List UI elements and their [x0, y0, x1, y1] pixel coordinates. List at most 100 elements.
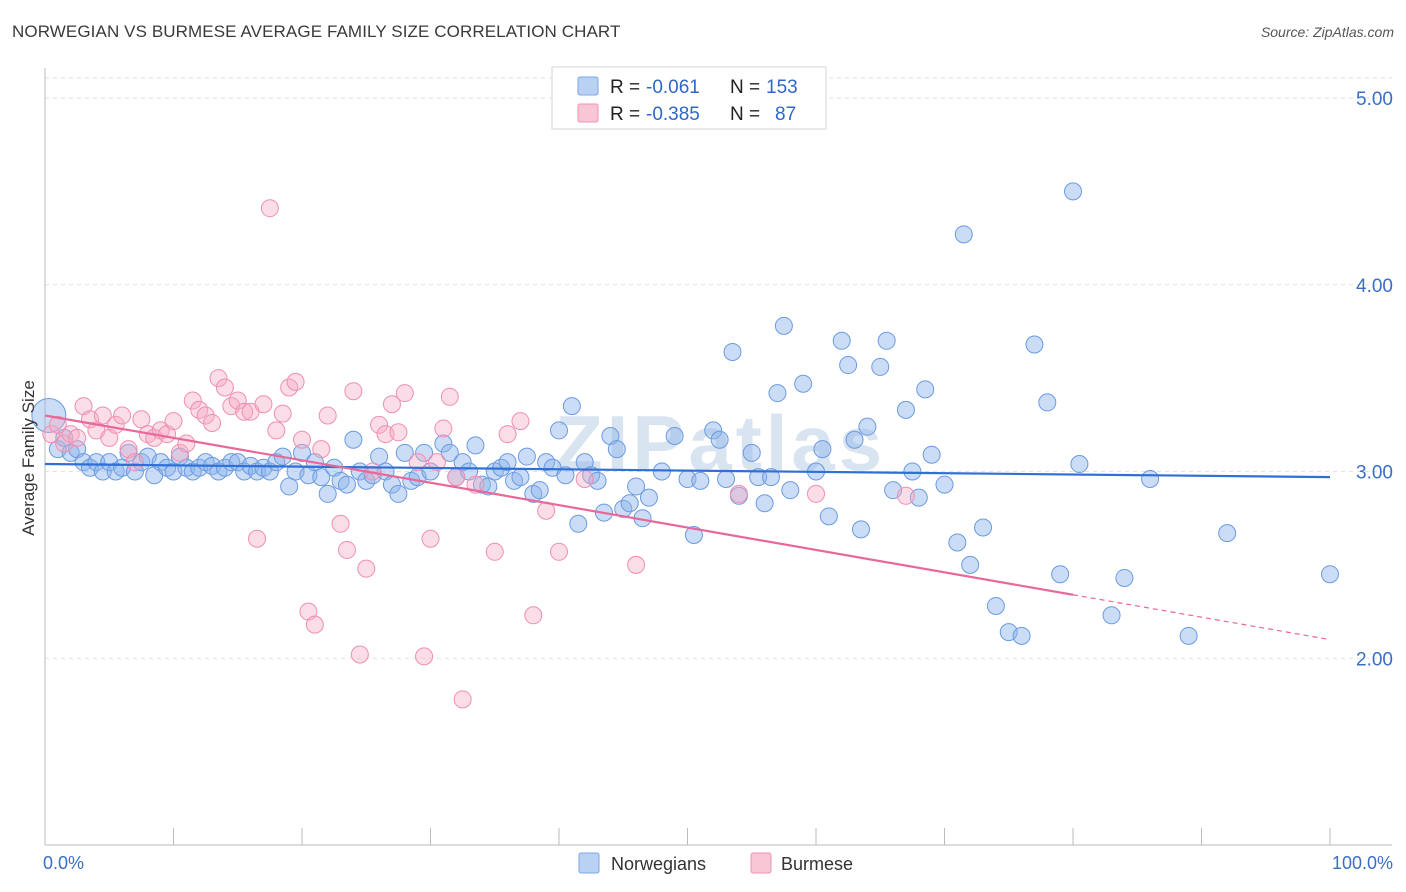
norwegian-point	[723, 342, 742, 361]
legend-n-value-2: 87	[775, 104, 796, 125]
burmese-point	[177, 434, 196, 453]
burmese-point	[627, 555, 646, 574]
norwegian-point	[774, 316, 793, 335]
x-tick-labels: 0.0% 100.0%	[43, 853, 1393, 873]
norwegian-point	[1070, 455, 1089, 474]
norwegian-point	[794, 374, 813, 393]
norwegian-point	[550, 421, 568, 440]
norwegian-point	[839, 356, 858, 375]
norwegian-point	[922, 445, 941, 464]
norwegian-point	[517, 447, 536, 466]
burmese-point	[267, 421, 286, 440]
norwegian-point	[607, 440, 626, 459]
bottom-legend-swatch-norwegians	[578, 852, 600, 874]
norwegian-point	[601, 427, 620, 446]
burmese-point	[119, 440, 138, 459]
norwegian-point	[986, 596, 1005, 615]
burmese-point	[498, 425, 517, 444]
burmese-point	[421, 529, 440, 548]
norwegian-point	[768, 384, 787, 403]
legend-n-value-1: 153	[766, 77, 798, 98]
norwegian-point	[742, 443, 761, 462]
norwegian-point	[370, 447, 389, 466]
norwegian-point	[1321, 565, 1339, 584]
legend-r-label-1: R =	[610, 77, 640, 98]
norwegian-point	[665, 427, 684, 446]
axes	[44, 68, 1392, 846]
norwegian-point	[877, 331, 896, 350]
bottom-legend-burmese: Burmese	[781, 854, 853, 874]
norwegian-point	[498, 453, 517, 472]
norwegian-point	[710, 430, 729, 449]
norwegian-point	[627, 477, 646, 496]
burmese-point	[370, 415, 389, 434]
norwegian-point	[389, 484, 408, 503]
burmese-point	[113, 406, 132, 425]
norwegian-point	[704, 421, 723, 440]
burmese-point	[215, 378, 234, 397]
burmese-point	[511, 412, 530, 431]
y-tick-labels: 2.00 3.00 4.00 5.00	[1356, 89, 1393, 670]
burmese-point	[125, 453, 144, 472]
norwegian-point	[974, 518, 993, 537]
norwegian-point	[312, 468, 331, 487]
burmese-point	[318, 406, 337, 425]
grid-lines	[45, 77, 1392, 659]
norwegian-trend-line	[44, 462, 1331, 479]
norwegian-point	[639, 488, 658, 507]
x-tick-label: 0.0%	[43, 853, 84, 873]
norwegian-point	[440, 443, 459, 462]
norwegian-point	[1025, 335, 1044, 354]
burmese-point	[550, 542, 568, 561]
burmese-point	[395, 384, 414, 403]
norwegian-point	[472, 475, 491, 494]
norwegian-point	[832, 331, 851, 350]
burmese-point	[286, 372, 305, 391]
y-tick-label: 4.00	[1356, 276, 1393, 297]
norwegian-point	[813, 440, 832, 459]
norwegian-point	[280, 477, 299, 496]
norwegian-point	[903, 462, 922, 481]
burmese-point	[93, 406, 112, 425]
burmese-point	[42, 425, 61, 444]
norwegian-point	[569, 514, 588, 533]
burmese-trend-line-dashed	[1072, 594, 1331, 641]
y-tick-label: 2.00	[1356, 649, 1393, 670]
norwegian-point	[845, 430, 864, 449]
burmese-point	[164, 412, 183, 431]
burmese-point	[260, 199, 279, 218]
burmese-point	[132, 410, 151, 429]
norwegian-point	[395, 443, 414, 462]
burmese-point	[248, 529, 267, 548]
source-label: Source: ZipAtlas.com	[1260, 24, 1394, 40]
norwegian-point	[1115, 568, 1134, 587]
bottom-legend-swatch-burmese	[750, 852, 772, 874]
norwegian-point	[562, 397, 581, 416]
norwegian-point	[337, 475, 356, 494]
norwegian-point	[871, 357, 890, 376]
burmese-point	[337, 540, 356, 559]
legend-swatch-norwegians	[577, 76, 599, 96]
norwegian-point	[620, 494, 639, 513]
burmese-point	[440, 387, 459, 406]
norwegian-point	[851, 520, 870, 539]
norwegian-point	[684, 526, 703, 544]
norwegian-point	[1051, 565, 1070, 584]
norwegian-point	[87, 453, 106, 472]
burmese-point	[453, 690, 472, 709]
burmese-trend-line	[44, 414, 1074, 596]
burmese-point	[48, 415, 67, 434]
burmese-point	[389, 423, 408, 442]
x-tick-label: 100.0%	[1332, 853, 1393, 873]
norwegian-point	[954, 225, 973, 244]
burmese-point	[575, 469, 594, 488]
burmese-point	[357, 559, 376, 578]
burmese-point	[382, 395, 401, 414]
burmese-point	[203, 413, 222, 432]
norwegian-point	[717, 469, 736, 488]
trend-lines	[44, 414, 1331, 641]
burmese-point	[170, 443, 189, 462]
burmese-point	[74, 397, 93, 416]
legend-box: R = -0.061 N = 153 R = -0.385 N = 87	[551, 66, 827, 130]
